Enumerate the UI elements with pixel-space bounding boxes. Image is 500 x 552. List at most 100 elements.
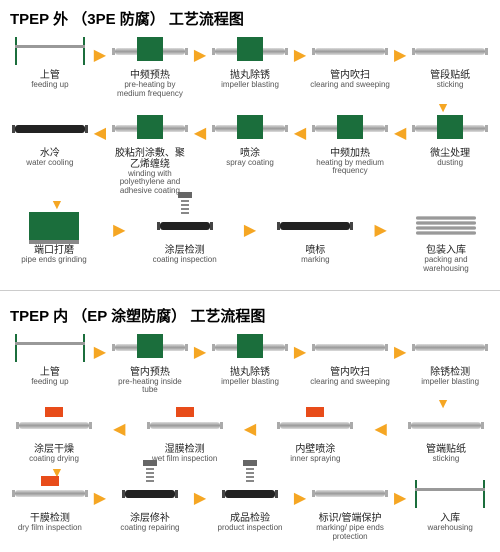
step-label-cn: 胶粘剂涂敷、聚乙烯缠绕	[110, 148, 190, 170]
process-step: 管段贴纸sticking	[410, 35, 490, 90]
step-label-en: wet film inspection	[152, 455, 217, 464]
diagram-2: TPEP 内 （EP 涂塑防腐） 工艺流程图 上管feeding up▶管内预热…	[0, 297, 500, 552]
arrow-left-icon: ◀	[394, 123, 406, 143]
step-visual	[310, 35, 390, 67]
arrow-right-icon: ▶	[394, 342, 406, 362]
process-step: 中频加热heating by medium frequency	[310, 113, 390, 177]
step-label-en: coating inspection	[153, 256, 217, 265]
process-step: 管内预热pre-heating inside tube	[110, 332, 190, 396]
step-label-cn: 抛丸除锈	[230, 367, 270, 378]
process-step: 管内吹扫clearing and sweeping	[310, 332, 390, 387]
arrow-right-icon: ▶	[294, 342, 306, 362]
process-step: 中频预热pre-heating by medium frequency	[110, 35, 190, 99]
arrow-right-icon: ▶	[374, 220, 386, 240]
arrow-left-icon: ◀	[294, 123, 306, 143]
step-visual	[210, 478, 290, 510]
step-visual	[10, 478, 90, 510]
step-label-en: packing and warehousing	[402, 256, 490, 274]
step-label-en: pre-heating by medium frequency	[110, 81, 190, 99]
step-label-en: sticking	[437, 81, 464, 90]
step-visual	[410, 332, 490, 364]
step-visual	[310, 113, 390, 145]
step-label-en: water cooling	[26, 159, 73, 168]
process-step: 微尘处理dusting	[410, 113, 490, 168]
step-label-en: dusting	[437, 159, 463, 168]
step-label-en: dry film inspection	[18, 524, 82, 533]
process-step: 干膜检测dry film inspection	[10, 478, 90, 533]
arrow-right-icon: ▶	[194, 488, 206, 508]
step-visual	[141, 210, 229, 242]
step-visual	[410, 35, 490, 67]
step-visual	[10, 210, 98, 242]
arrow-right-icon: ▶	[194, 342, 206, 362]
process-step: 上管feeding up	[10, 35, 90, 90]
step-visual	[110, 113, 190, 145]
arrow-left-icon: ◀	[113, 419, 125, 439]
step-visual	[402, 210, 490, 242]
step-label-en: clearing and sweeping	[310, 81, 390, 90]
step-label-en: feeding up	[31, 81, 68, 90]
process-step: 上管feeding up	[10, 332, 90, 387]
arrow-right-icon: ▶	[394, 45, 406, 65]
arrow-right-icon: ▶	[94, 488, 106, 508]
process-row: 涂层干燥coating drying ◀ 湿膜检测wet film inspecti…	[10, 409, 490, 464]
step-label-en: product inspection	[218, 524, 283, 533]
process-step: 抛丸除锈impeller blasting	[210, 332, 290, 387]
diagram-1: TPEP 外 （3PE 防腐） 工艺流程图 上管feeding up▶中频预热p…	[0, 0, 500, 284]
process-step: 湿膜检测wet film inspection	[141, 409, 229, 464]
step-visual	[10, 35, 90, 67]
process-row: 干膜检测dry film inspection▶涂层修补coating repa…	[10, 478, 490, 542]
title-1: TPEP 外 （3PE 防腐） 工艺流程图	[10, 8, 490, 29]
rows-1: 上管feeding up▶中频预热pre-heating by medium f…	[10, 35, 490, 274]
step-label-en: marking/ pipe ends protection	[310, 524, 390, 542]
step-label-cn: 水冷	[40, 148, 60, 159]
step-label-en: spray coating	[226, 159, 274, 168]
divider	[0, 290, 500, 291]
process-step: 标识/管端保护marking/ pipe ends protection	[310, 478, 390, 542]
step-visual	[10, 113, 90, 145]
step-visual	[310, 478, 390, 510]
step-label-en: coating drying	[29, 455, 79, 464]
process-step: 涂层干燥coating drying	[10, 409, 98, 464]
step-label-cn: 除锈检测	[430, 367, 470, 378]
process-step: 管端贴纸sticking	[402, 409, 490, 464]
arrow-right-icon: ▶	[94, 342, 106, 362]
process-step: 喷标marking	[271, 210, 359, 265]
step-label-en: coating repairing	[120, 524, 179, 533]
process-step: 内壁喷涂inner spraying	[271, 409, 359, 464]
process-step: 水冷water cooling	[10, 113, 90, 168]
step-label-en: sticking	[433, 455, 460, 464]
process-step: 管内吹扫clearing and sweeping	[310, 35, 390, 90]
step-visual	[110, 35, 190, 67]
process-step: 成品检验product inspection	[210, 478, 290, 533]
step-label-en: impeller blasting	[221, 378, 279, 387]
step-visual	[141, 409, 229, 441]
step-visual	[210, 113, 290, 145]
step-label-en: clearing and sweeping	[310, 378, 390, 387]
process-step: 端口打磨pipe ends grinding	[10, 210, 98, 265]
step-visual	[110, 332, 190, 364]
arrow-left-icon: ◀	[94, 123, 106, 143]
step-visual	[10, 332, 90, 364]
process-step: 涂层修补coating repairing	[110, 478, 190, 533]
step-label-cn: 中频加热	[330, 148, 370, 159]
step-label-en: inner spraying	[290, 455, 340, 464]
step-visual	[110, 478, 190, 510]
process-step: 抛丸除锈impeller blasting	[210, 35, 290, 90]
step-visual	[402, 409, 490, 441]
arrow-left-icon: ◀	[194, 123, 206, 143]
arrow-left-icon: ◀	[244, 419, 256, 439]
arrow-right-icon: ▶	[194, 45, 206, 65]
process-step: 入库warehousing	[410, 478, 490, 533]
step-visual	[210, 35, 290, 67]
step-label-cn: 管内预热	[130, 367, 170, 378]
step-label-en: heating by medium frequency	[310, 159, 390, 177]
step-visual	[410, 113, 490, 145]
process-step: 喷涂spray coating	[210, 113, 290, 168]
process-step: 胶粘剂涂敷、聚乙烯缠绕winding with polyethylene and…	[110, 113, 190, 196]
step-label-en: impeller blasting	[421, 378, 479, 387]
arrow-right-icon: ▶	[94, 45, 106, 65]
step-label-en: warehousing	[427, 524, 472, 533]
step-label-cn: 上管	[40, 367, 60, 378]
step-visual	[410, 478, 490, 510]
